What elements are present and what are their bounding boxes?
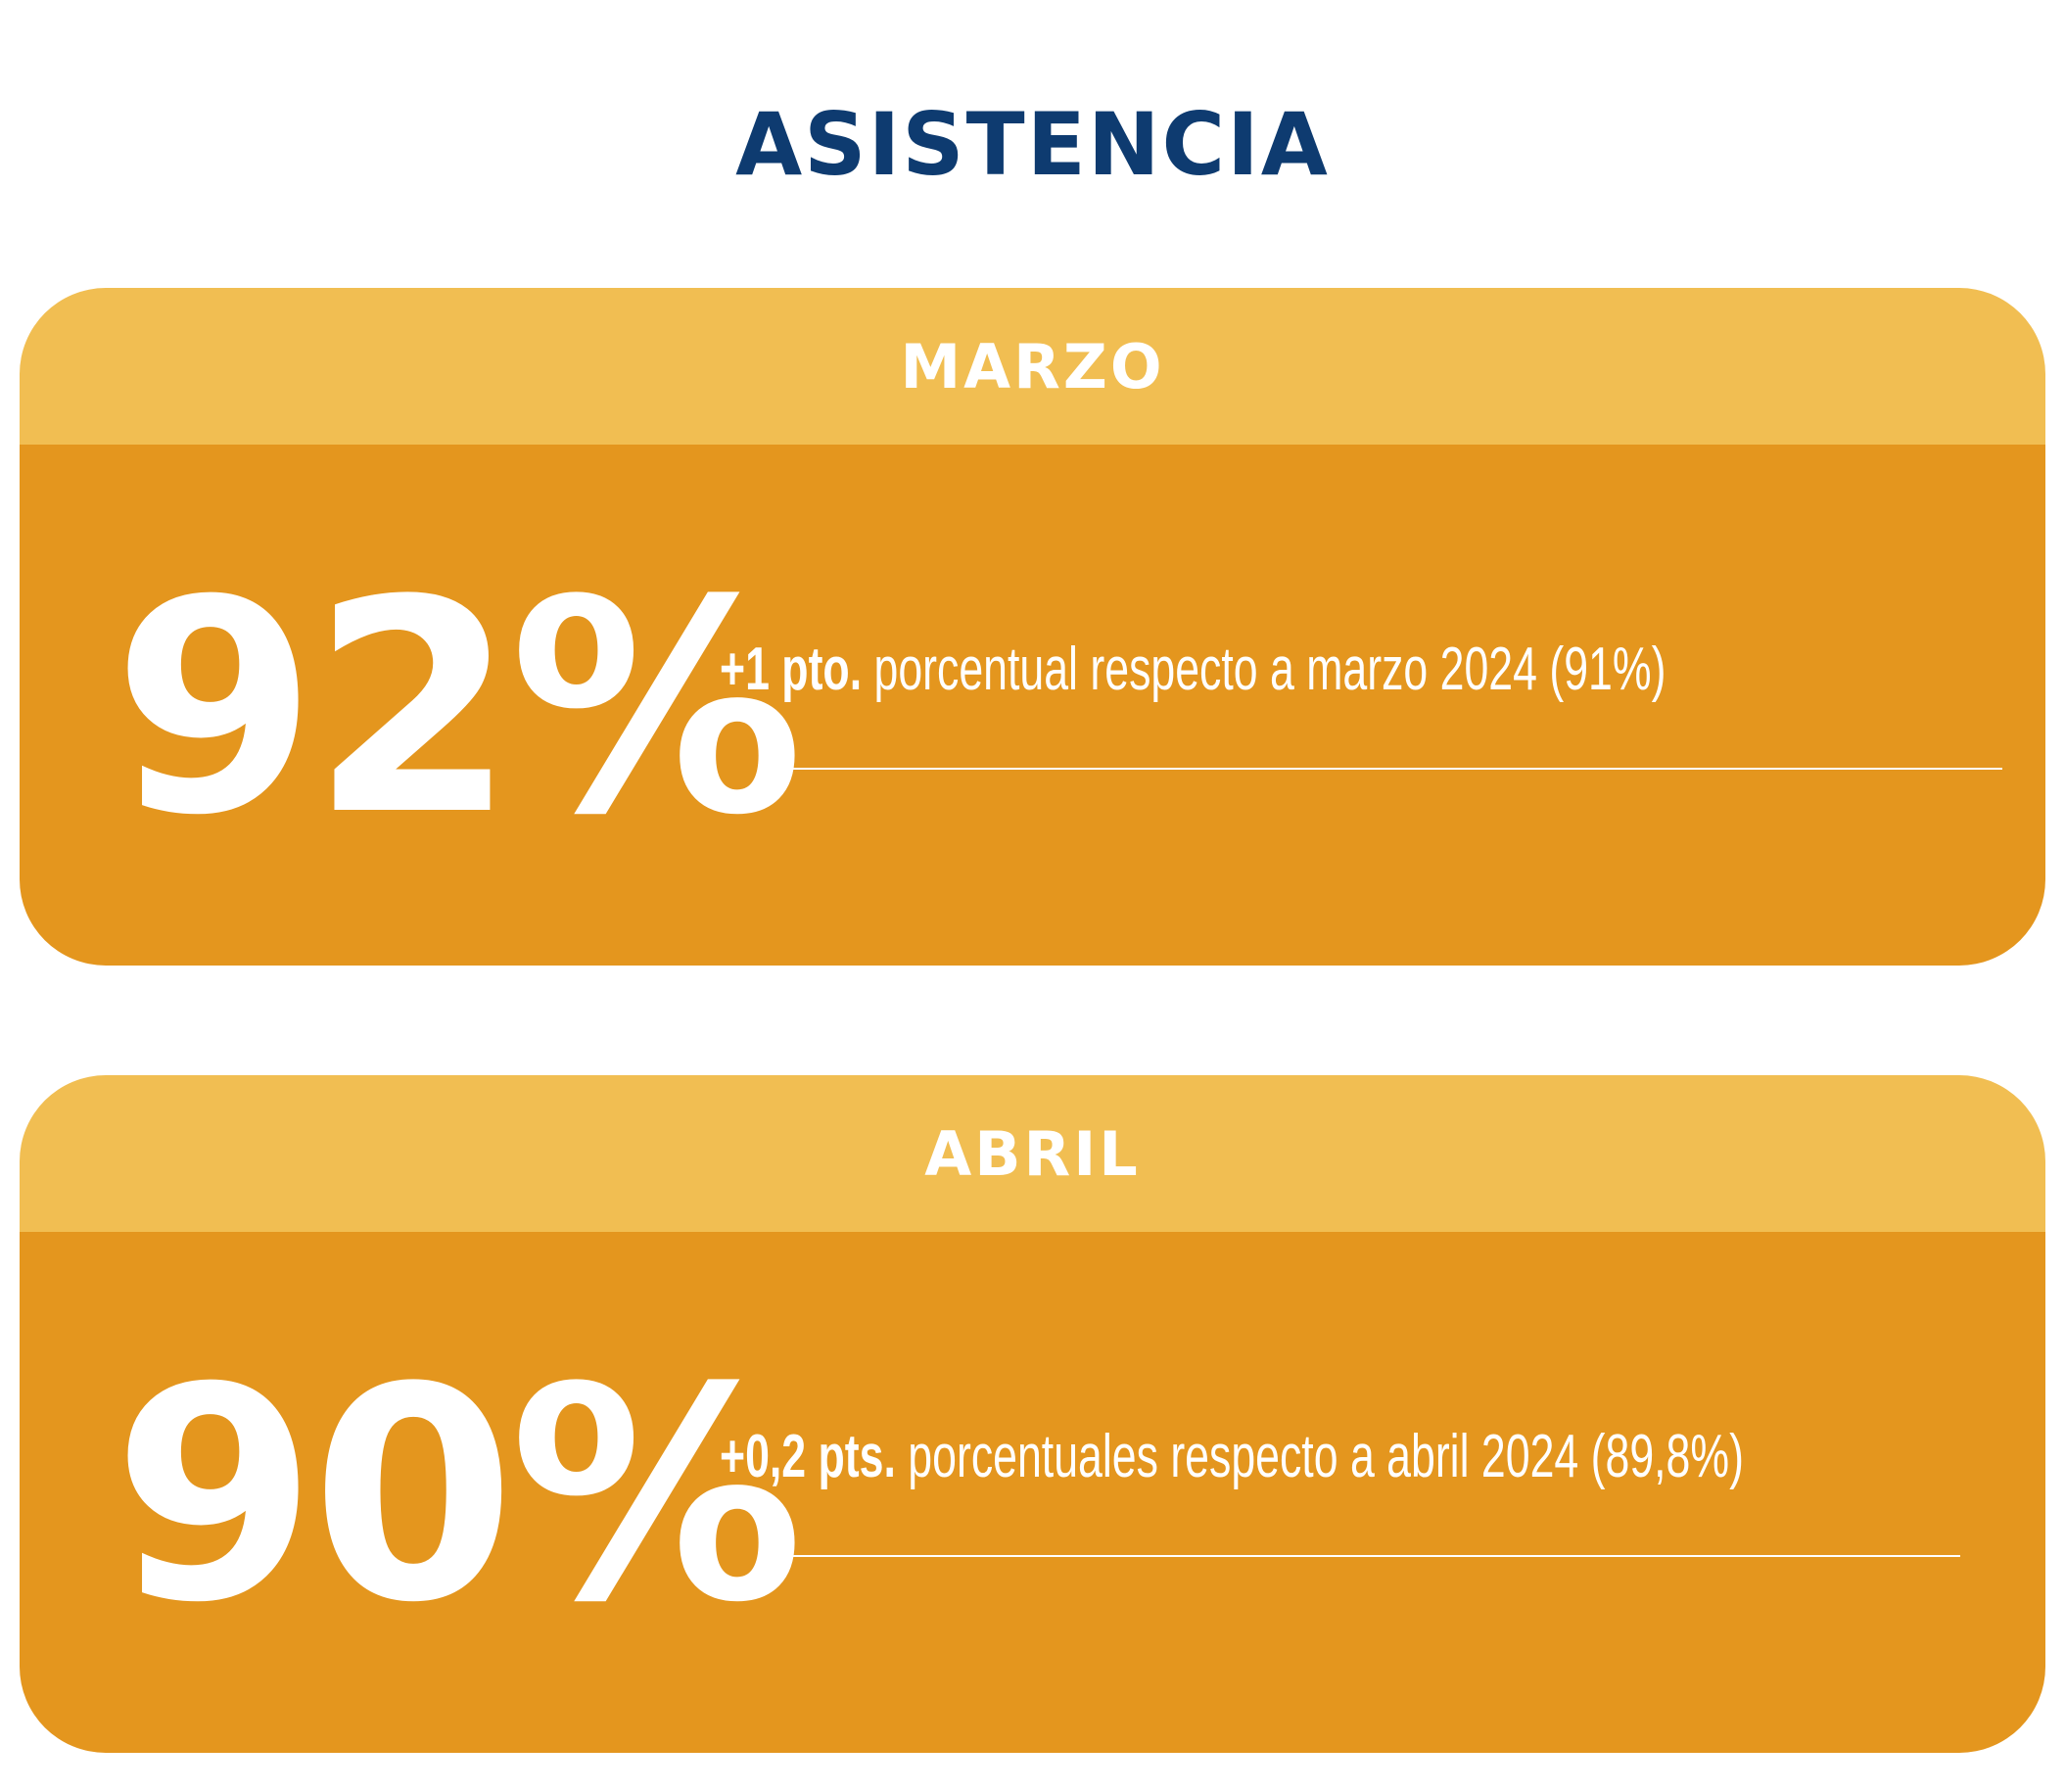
card-header: ABRIL bbox=[20, 1075, 2045, 1232]
card-header: MARZO bbox=[20, 288, 2045, 445]
change-description: porcentual respecto a marzo 2024 (91%) bbox=[873, 636, 1666, 703]
attendance-percentage: 90% bbox=[113, 1325, 804, 1667]
comparison-text: +0,2 pts. porcentuales respecto a abril … bbox=[720, 1418, 1744, 1496]
card-month-label: ABRIL bbox=[924, 1117, 1141, 1190]
card-month-label: MARZO bbox=[900, 330, 1165, 402]
attendance-percentage: 92% bbox=[113, 538, 804, 879]
change-value: +1 pto. bbox=[720, 636, 863, 703]
attendance-card-march: MARZO 92% +1 pto. porcentual respecto a … bbox=[20, 288, 2045, 966]
page-title: ASISTENCIA bbox=[735, 94, 1330, 195]
card-body: 90% +0,2 pts. porcentuales respecto a ab… bbox=[20, 1232, 2045, 1753]
change-description: porcentuales respecto a abril 2024 (89,8… bbox=[908, 1423, 1744, 1490]
card-body: 92% +1 pto. porcentual respecto a marzo … bbox=[20, 445, 2045, 966]
divider-line bbox=[759, 1555, 1960, 1557]
divider-line bbox=[759, 768, 2002, 770]
change-value: +0,2 pts. bbox=[720, 1423, 896, 1490]
comparison-text: +1 pto. porcentual respecto a marzo 2024… bbox=[720, 631, 1666, 709]
attendance-card-april: ABRIL 90% +0,2 pts. porcentuales respect… bbox=[20, 1075, 2045, 1753]
